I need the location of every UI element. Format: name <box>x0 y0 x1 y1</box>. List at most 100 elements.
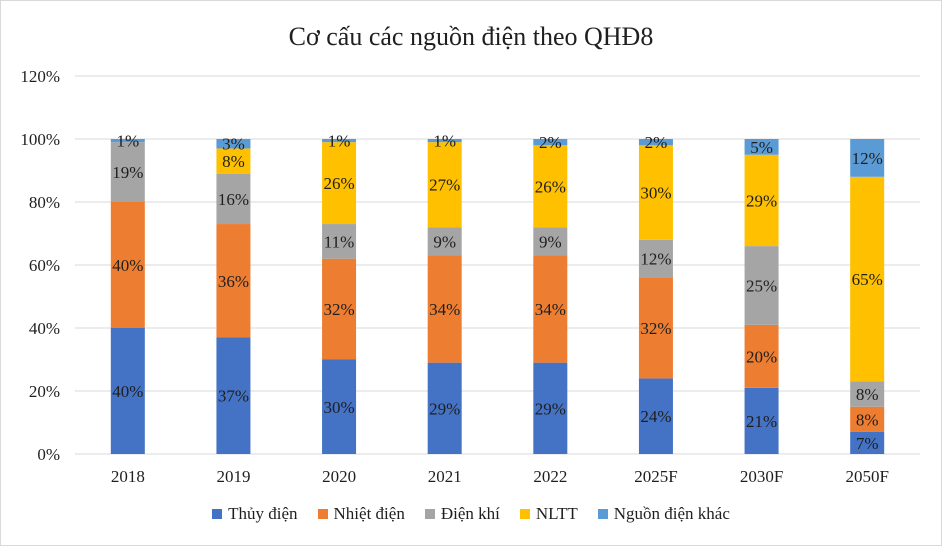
data-label: 29% <box>535 399 566 418</box>
y-tick-label: 80% <box>29 193 60 212</box>
x-tick-label: 2019 <box>216 467 250 486</box>
data-label: 8% <box>222 152 245 171</box>
bar-segment <box>850 139 885 177</box>
bar-segment <box>638 145 673 240</box>
y-tick-label: 60% <box>29 256 60 275</box>
y-tick-label: 40% <box>29 319 60 338</box>
bar-segment <box>533 139 568 146</box>
data-label: 29% <box>746 191 777 210</box>
data-label: 12% <box>852 149 883 168</box>
data-label: 32% <box>323 300 354 319</box>
bar-segment <box>110 139 145 143</box>
data-label: 40% <box>112 382 143 401</box>
bar-segment <box>638 378 673 454</box>
bar-segment <box>322 139 357 143</box>
data-label: 1% <box>116 132 139 151</box>
bar-segment <box>216 224 251 338</box>
bar-segment <box>110 142 145 202</box>
bar-segment <box>110 202 145 328</box>
bar-segment <box>427 362 462 454</box>
data-label: 30% <box>323 398 354 417</box>
data-label: 12% <box>640 250 671 269</box>
y-tick-label: 120% <box>20 67 60 86</box>
bar-segment <box>850 431 885 454</box>
bar-segment <box>638 139 673 146</box>
x-tick-label: 2021 <box>428 467 462 486</box>
bar-segment <box>322 258 357 360</box>
data-label: 40% <box>112 256 143 275</box>
data-label: 3% <box>222 135 245 154</box>
bar-segment <box>110 328 145 454</box>
legend-swatch <box>212 509 223 519</box>
legend-swatch <box>597 509 608 519</box>
bar-segment <box>533 362 568 454</box>
x-tick-label: 2020 <box>322 467 356 486</box>
bar-segment <box>216 139 251 149</box>
data-label: 26% <box>323 174 354 193</box>
legend-label: Nguồn điện khác <box>613 504 730 523</box>
data-label: 1% <box>328 132 351 151</box>
bar-segment <box>322 224 357 259</box>
data-label: 25% <box>746 276 777 295</box>
bar-segment <box>216 148 251 174</box>
legend-swatch <box>519 509 530 519</box>
legend-label: Thủy điện <box>228 504 298 523</box>
legend-label: NLTT <box>535 504 578 523</box>
legend-item: NLTT <box>519 504 578 524</box>
legend-item: Điện khí <box>424 504 500 524</box>
y-tick-label: 0% <box>37 445 60 464</box>
data-label: 20% <box>746 347 777 366</box>
bar-segment <box>427 139 462 143</box>
data-label: 19% <box>112 163 143 182</box>
data-label: 2% <box>645 133 668 152</box>
legend-swatch <box>317 509 328 519</box>
bar-segment <box>744 324 779 388</box>
bar-segment <box>744 246 779 325</box>
x-tick-label: 2022 <box>533 467 567 486</box>
bar-segment <box>850 176 885 382</box>
data-label: 11% <box>324 232 355 251</box>
data-label: 36% <box>218 272 249 291</box>
bar-segment <box>744 154 779 247</box>
legend-item: Thủy điện <box>212 504 298 524</box>
legend-label: Điện khí <box>440 504 500 523</box>
legend-item: Nguồn điện khác <box>597 504 730 524</box>
data-label: 21% <box>746 412 777 431</box>
x-tick-label: 2050F <box>845 467 888 486</box>
x-tick-label: 2030F <box>740 467 783 486</box>
x-tick-label: 2018 <box>111 467 145 486</box>
bar-segment <box>850 381 885 407</box>
data-label: 34% <box>429 300 460 319</box>
legend-label: Nhiệt điện <box>333 504 405 523</box>
data-label: 8% <box>856 410 879 429</box>
legend-swatch <box>424 509 435 519</box>
bar-segment <box>638 239 673 278</box>
bar-segment <box>744 139 779 155</box>
y-tick-label: 20% <box>29 382 60 401</box>
data-label: 8% <box>856 385 879 404</box>
data-label: 2% <box>539 133 562 152</box>
bar-segment <box>216 173 251 225</box>
data-label: 5% <box>750 138 773 157</box>
bar-segment <box>322 359 357 454</box>
x-tick-label: 2025F <box>634 467 677 486</box>
data-label: 7% <box>856 434 879 453</box>
bar-segment <box>427 227 462 256</box>
data-label: 34% <box>535 300 566 319</box>
bar-segment <box>533 227 568 256</box>
data-label: 9% <box>433 232 456 251</box>
bar-segment <box>638 277 673 379</box>
bar-segment <box>850 406 885 432</box>
bar-segment <box>216 337 251 454</box>
bar-segment <box>533 145 568 228</box>
chart-title: Cơ cấu các nguồn điện theo QHĐ8 <box>289 22 654 51</box>
data-label: 37% <box>218 387 249 406</box>
data-label: 65% <box>852 270 883 289</box>
legend: Thủy điện Nhiệt điện Điện khí NLTT Nguồn điệ… <box>0 504 942 524</box>
bar-segment <box>427 142 462 228</box>
data-label: 1% <box>433 132 456 151</box>
data-label: 26% <box>535 177 566 196</box>
bar-segment <box>427 255 462 363</box>
data-label: 27% <box>429 176 460 195</box>
